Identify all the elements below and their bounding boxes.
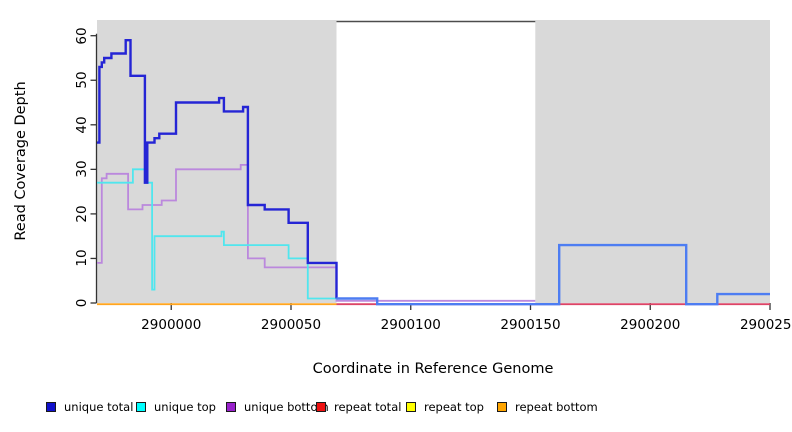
legend-swatch-icon — [46, 402, 56, 412]
shaded-region — [97, 20, 337, 303]
legend-label: repeat total — [334, 400, 402, 414]
series-unique-total-light — [336, 243, 770, 306]
y-tick-label: 10 — [74, 249, 90, 268]
y-tick-label: 60 — [74, 27, 90, 45]
series-unique-bottom — [97, 164, 536, 302]
legend-item-repeat-bottom: repeat bottom — [497, 400, 598, 414]
y-tick-label: 20 — [74, 205, 90, 223]
y-axis-title: Read Coverage Depth — [13, 81, 29, 241]
legend-item-unique-total: unique total — [46, 400, 133, 414]
series-unique-top — [97, 168, 337, 300]
legend-item-unique-bottom: unique bottom — [226, 400, 329, 414]
legend-label: unique total — [64, 400, 134, 414]
legend-label: repeat bottom — [515, 400, 598, 414]
y-tick-label: 0 — [74, 298, 90, 308]
legend-swatch-icon — [497, 402, 507, 412]
legend-swatch-icon — [226, 402, 236, 412]
shaded-region — [535, 20, 770, 303]
x-tick-label: 2900000 — [141, 317, 202, 333]
legend-swatch-icon — [316, 402, 326, 412]
legend-item-repeat-total: repeat total — [316, 400, 401, 414]
legend-item-unique-top: unique top — [136, 400, 216, 414]
y-tick-label: 40 — [74, 116, 90, 134]
legend-item-repeat-top: repeat top — [406, 400, 484, 414]
x-tick-label: 2900050 — [260, 317, 322, 333]
y-tick-label: 30 — [74, 160, 90, 178]
series-unique-total — [97, 39, 338, 299]
x-tick-label: 2900150 — [500, 317, 561, 333]
x-tick-label: 2900200 — [620, 317, 681, 333]
y-tick-label: 50 — [74, 71, 90, 89]
legend-label: repeat top — [424, 400, 484, 414]
legend-label: unique bottom — [244, 400, 329, 414]
x-tick-label: 2900100 — [380, 317, 441, 333]
legend-swatch-icon — [406, 402, 416, 412]
x-axis-title: Coordinate in Reference Genome — [312, 361, 554, 377]
legend-label: unique top — [154, 400, 216, 414]
legend-swatch-icon — [136, 402, 146, 412]
